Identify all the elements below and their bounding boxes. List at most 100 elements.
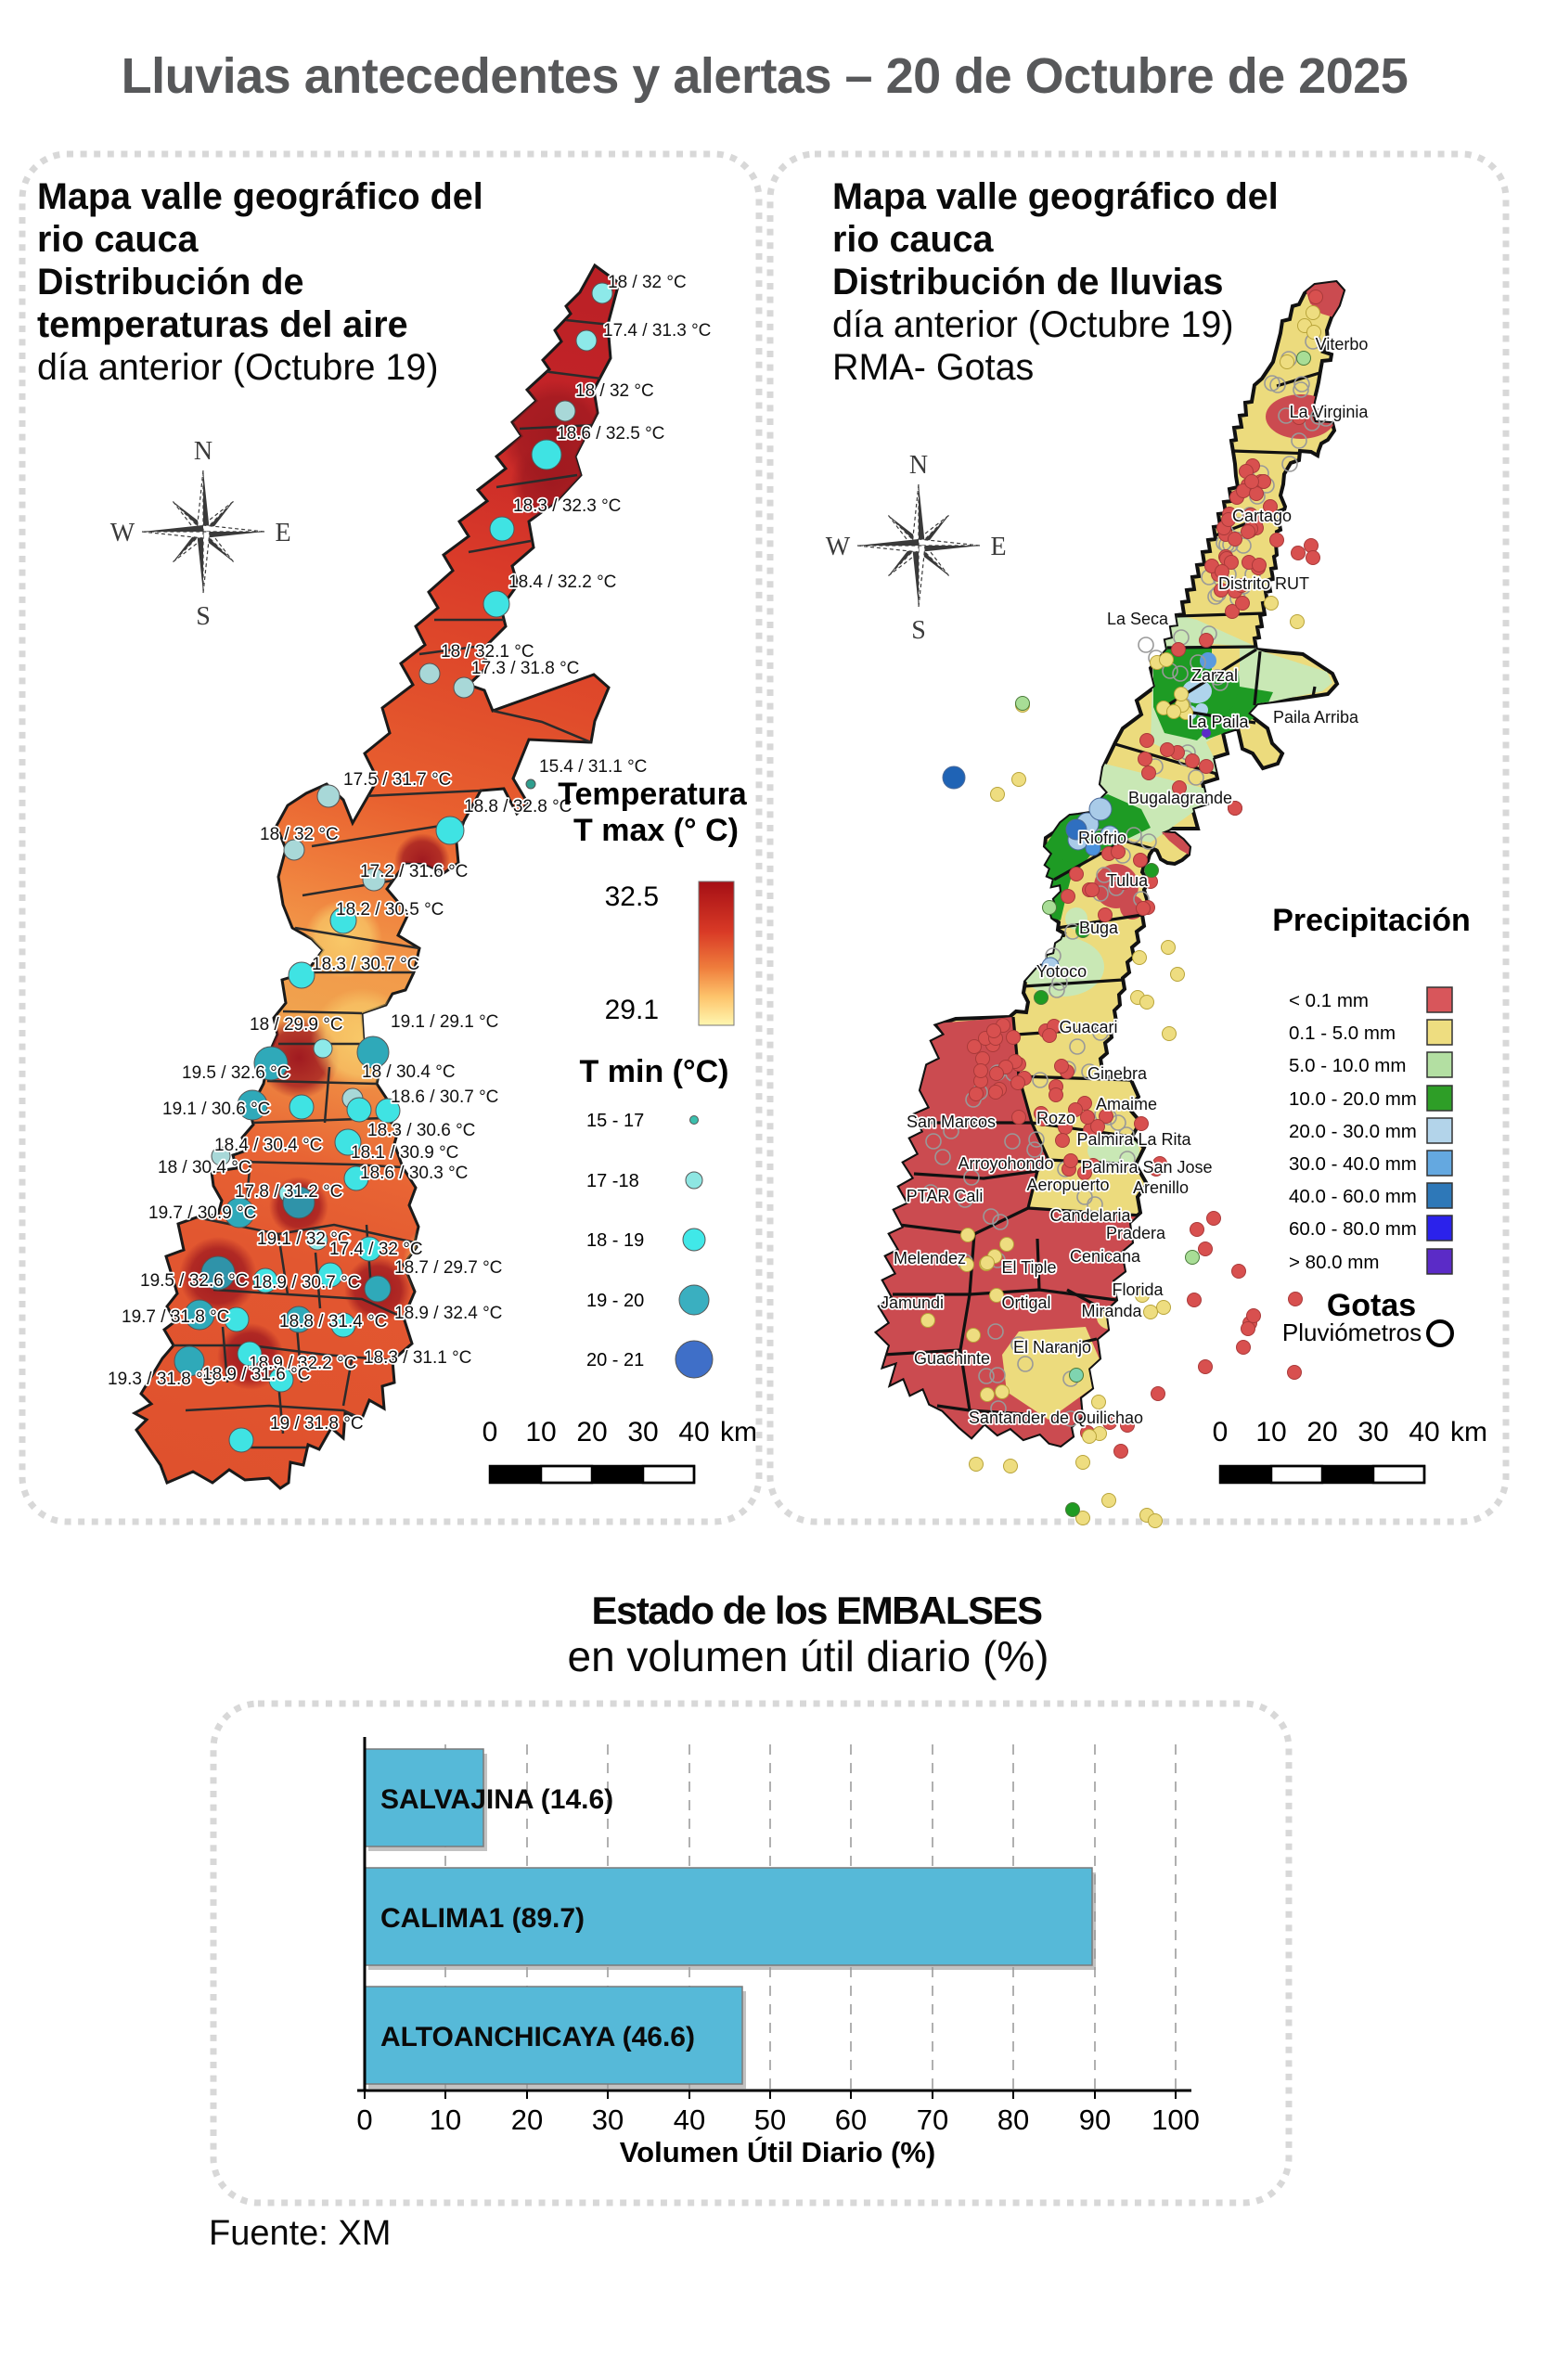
svg-text:día anterior (Octubre 19): día anterior (Octubre 19): [37, 347, 439, 388]
svg-text:19 - 20: 19 - 20: [586, 1291, 644, 1311]
svg-text:Pradera: Pradera: [1106, 1224, 1166, 1242]
svg-text:18.6 / 30.7 °C: 18.6 / 30.7 °C: [391, 1087, 498, 1107]
svg-text:18.4 / 32.2 °C: 18.4 / 32.2 °C: [508, 572, 616, 592]
svg-text:40.0 - 60.0 mm: 40.0 - 60.0 mm: [1289, 1186, 1417, 1207]
svg-text:10: 10: [430, 2103, 461, 2136]
svg-text:15.4 / 31.1 °C: 15.4 / 31.1 °C: [539, 757, 647, 777]
svg-text:Palmira La Rita: Palmira La Rita: [1076, 1130, 1191, 1149]
svg-text:Viterbo: Viterbo: [1316, 335, 1369, 354]
svg-text:80: 80: [997, 2103, 1029, 2136]
svg-text:18 / 32 °C: 18 / 32 °C: [575, 381, 654, 401]
svg-text:Temperatura: Temperatura: [558, 777, 748, 812]
svg-text:5.0 - 10.0 mm: 5.0 - 10.0 mm: [1289, 1055, 1406, 1076]
svg-text:20.0 - 30.0 mm: 20.0 - 30.0 mm: [1289, 1121, 1417, 1142]
svg-text:Volumen Útil Diario (%): Volumen Útil Diario (%): [620, 2135, 935, 2168]
svg-text:17.8 / 31.2 °C: 17.8 / 31.2 °C: [235, 1182, 342, 1202]
svg-text:18 - 19: 18 - 19: [586, 1230, 644, 1251]
svg-text:0: 0: [356, 2103, 372, 2136]
svg-text:Melendez: Melendez: [894, 1249, 966, 1267]
svg-text:19.7 / 31.8 °C: 19.7 / 31.8 °C: [122, 1307, 229, 1327]
svg-text:T max (° C): T max (° C): [573, 813, 739, 848]
svg-text:29.1: 29.1: [605, 995, 659, 1025]
svg-text:17.4 / 32 °C: 17.4 / 32 °C: [329, 1240, 423, 1259]
svg-text:19.1 / 32 °C: 19.1 / 32 °C: [257, 1229, 351, 1249]
svg-text:17.5 / 31.7 °C: 17.5 / 31.7 °C: [343, 770, 451, 790]
svg-text:Mapa valle geográfico del: Mapa valle geográfico del: [832, 176, 1279, 217]
svg-text:Santander de Quilichao: Santander de Quilichao: [969, 1409, 1143, 1427]
svg-text:Zarzal: Zarzal: [1191, 666, 1238, 685]
svg-text:Amaime: Amaime: [1096, 1095, 1157, 1113]
svg-text:Gotas: Gotas: [1327, 1288, 1416, 1323]
svg-text:18.3 / 30.7 °C: 18.3 / 30.7 °C: [312, 955, 419, 974]
svg-text:18 / 29.9 °C: 18 / 29.9 °C: [250, 1015, 343, 1035]
svg-text:rio cauca: rio cauca: [37, 219, 199, 260]
svg-text:Jamundi: Jamundi: [881, 1293, 944, 1312]
svg-text:17.2 / 31.6 °C: 17.2 / 31.6 °C: [360, 862, 468, 881]
svg-text:60: 60: [835, 2103, 867, 2136]
svg-text:19.1 / 30.6 °C: 19.1 / 30.6 °C: [162, 1100, 270, 1119]
svg-text:Guachinte: Guachinte: [914, 1349, 990, 1368]
svg-text:en volumen útil diario (%): en volumen útil diario (%): [567, 1632, 1049, 1680]
svg-text:Distribución de lluvias: Distribución de lluvias: [832, 262, 1223, 302]
svg-text:20: 20: [511, 2103, 543, 2136]
svg-text:Yotoco: Yotoco: [1036, 962, 1087, 981]
svg-text:Guacari: Guacari: [1059, 1018, 1117, 1036]
svg-text:día anterior (Octubre 19): día anterior (Octubre 19): [832, 304, 1234, 345]
svg-text:17.3 / 31.8 °C: 17.3 / 31.8 °C: [471, 659, 579, 678]
svg-text:Cenicana: Cenicana: [1070, 1247, 1141, 1266]
svg-text:Pluviómetros: Pluviómetros: [1282, 1319, 1422, 1346]
svg-text:Arroyohondo: Arroyohondo: [958, 1154, 1053, 1173]
svg-text:18.6 / 30.3 °C: 18.6 / 30.3 °C: [360, 1164, 468, 1183]
svg-text:17.4 / 31.3 °C: 17.4 / 31.3 °C: [603, 321, 711, 341]
svg-text:40: 40: [674, 2103, 705, 2136]
svg-text:18.9 / 32.2 °C: 18.9 / 32.2 °C: [249, 1354, 356, 1373]
svg-text:Fuente: XM: Fuente: XM: [209, 2214, 391, 2253]
svg-text:Rozo: Rozo: [1036, 1109, 1075, 1127]
svg-text:32.5: 32.5: [605, 881, 659, 912]
svg-text:18 / 30.4 °C: 18 / 30.4 °C: [362, 1062, 456, 1082]
svg-text:18 / 32.1 °C: 18 / 32.1 °C: [441, 642, 534, 662]
svg-text:Aeropuerto: Aeropuerto: [1026, 1176, 1109, 1194]
svg-text:Ginebra: Ginebra: [1087, 1064, 1148, 1083]
svg-text:Buga: Buga: [1079, 919, 1119, 937]
svg-text:19 / 31.8 °C: 19 / 31.8 °C: [270, 1414, 364, 1434]
svg-text:18.3 / 30.6 °C: 18.3 / 30.6 °C: [367, 1121, 475, 1140]
svg-text:30: 30: [592, 2103, 624, 2136]
svg-text:T min (°C): T min (°C): [580, 1054, 729, 1089]
svg-text:19.1 / 29.1 °C: 19.1 / 29.1 °C: [391, 1012, 498, 1032]
svg-text:15 - 17: 15 - 17: [586, 1111, 644, 1131]
svg-text:Candelaria: Candelaria: [1049, 1206, 1131, 1225]
svg-text:Distribución de: Distribución de: [37, 262, 304, 302]
svg-text:Ortigal: Ortigal: [1001, 1293, 1050, 1312]
svg-text:Tulua: Tulua: [1107, 871, 1149, 890]
svg-text:temperaturas del aire: temperaturas del aire: [37, 304, 408, 345]
svg-text:La Seca: La Seca: [1107, 610, 1169, 628]
svg-text:100: 100: [1152, 2103, 1200, 2136]
svg-text:18.7 / 29.7 °C: 18.7 / 29.7 °C: [394, 1258, 502, 1278]
svg-text:CALIMA1 (89.7): CALIMA1 (89.7): [380, 1903, 585, 1934]
svg-text:19.5 / 32.6 °C: 19.5 / 32.6 °C: [140, 1271, 248, 1291]
svg-text:San Marcos: San Marcos: [907, 1113, 996, 1131]
svg-text:0.1 - 5.0 mm: 0.1 - 5.0 mm: [1289, 1023, 1396, 1044]
svg-text:20 - 21: 20 - 21: [586, 1350, 644, 1370]
svg-text:18.8 / 31.4 °C: 18.8 / 31.4 °C: [279, 1312, 387, 1332]
svg-text:Arenillo: Arenillo: [1133, 1178, 1189, 1197]
svg-text:SALVAJINA (14.6): SALVAJINA (14.6): [380, 1784, 613, 1815]
svg-text:19.3 / 31.8 °C: 19.3 / 31.8 °C: [108, 1370, 215, 1389]
svg-text:18.2 / 30.5 °C: 18.2 / 30.5 °C: [336, 900, 444, 920]
svg-text:Riofrio: Riofrio: [1078, 829, 1126, 847]
svg-text:PTAR Cali: PTAR Cali: [907, 1187, 984, 1205]
svg-text:18.3 / 32.3 °C: 18.3 / 32.3 °C: [513, 496, 621, 516]
svg-text:Cartago: Cartago: [1232, 507, 1292, 525]
svg-text:Distrito RUT: Distrito RUT: [1218, 574, 1309, 593]
svg-text:Lluvias antecedentes y alertas: Lluvias antecedentes y alertas – 20 de O…: [122, 48, 1409, 104]
svg-text:18.8 / 32.8 °C: 18.8 / 32.8 °C: [464, 797, 572, 817]
svg-text:18 / 32 °C: 18 / 32 °C: [260, 825, 339, 844]
svg-text:< 0.1 mm: < 0.1 mm: [1289, 990, 1369, 1011]
svg-text:18 / 32 °C: 18 / 32 °C: [608, 273, 687, 292]
svg-text:El Naranjo: El Naranjo: [1013, 1338, 1091, 1357]
svg-text:17 -18: 17 -18: [586, 1171, 639, 1191]
svg-text:19.7 / 30.9 °C: 19.7 / 30.9 °C: [148, 1203, 256, 1223]
svg-text:70: 70: [917, 2103, 948, 2136]
svg-text:rio cauca: rio cauca: [832, 219, 994, 260]
